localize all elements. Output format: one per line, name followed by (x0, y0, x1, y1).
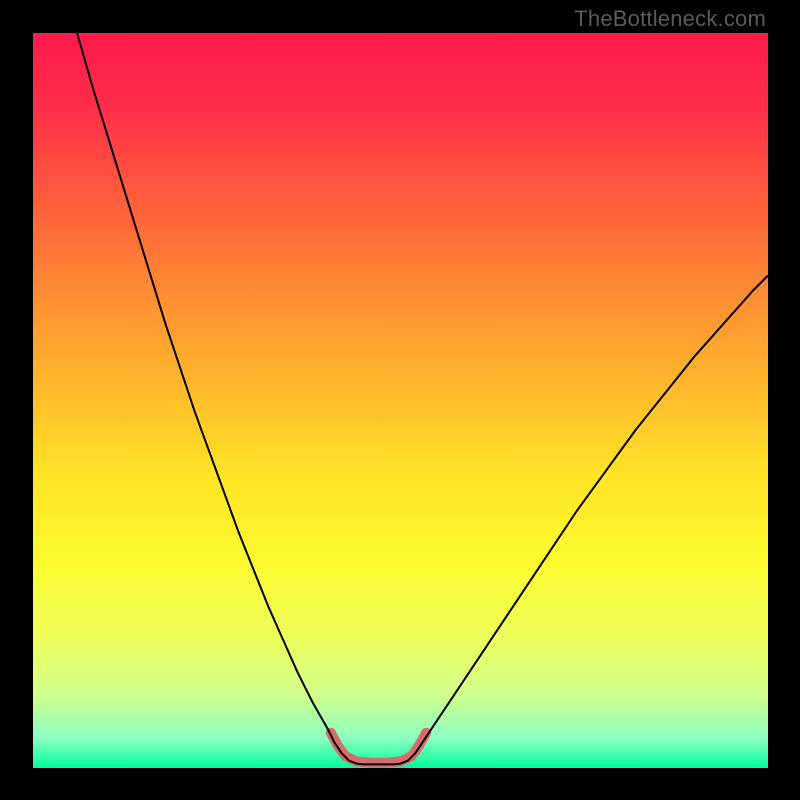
watermark-text: TheBottleneck.com (574, 6, 766, 32)
plot-background (33, 33, 768, 768)
chart-frame: TheBottleneck.com (0, 0, 800, 800)
chart-svg (0, 0, 800, 800)
